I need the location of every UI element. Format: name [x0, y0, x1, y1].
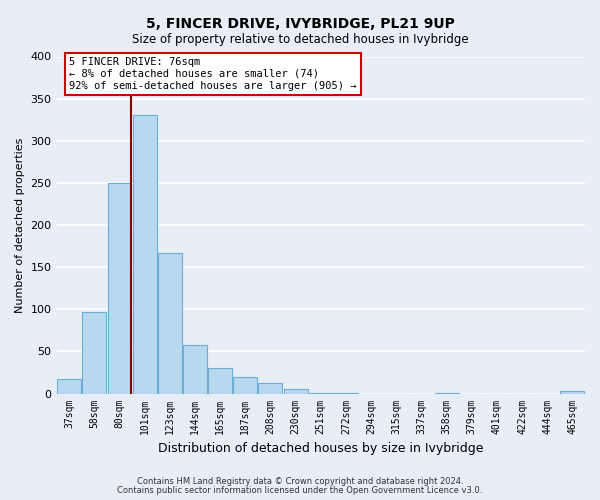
X-axis label: Distribution of detached houses by size in Ivybridge: Distribution of detached houses by size …: [158, 442, 484, 455]
Text: 5, FINCER DRIVE, IVYBRIDGE, PL21 9UP: 5, FINCER DRIVE, IVYBRIDGE, PL21 9UP: [146, 18, 454, 32]
Text: Contains public sector information licensed under the Open Government Licence v3: Contains public sector information licen…: [118, 486, 482, 495]
Bar: [57, 379, 81, 394]
Bar: [560, 391, 584, 394]
Bar: [183, 344, 207, 394]
Bar: [107, 183, 131, 394]
Text: Size of property relative to detached houses in Ivybridge: Size of property relative to detached ho…: [131, 32, 469, 46]
Bar: [259, 382, 283, 394]
Bar: [82, 312, 106, 394]
Bar: [434, 392, 458, 394]
Text: 5 FINCER DRIVE: 76sqm
← 8% of detached houses are smaller (74)
92% of semi-detac: 5 FINCER DRIVE: 76sqm ← 8% of detached h…: [70, 58, 357, 90]
Bar: [158, 253, 182, 394]
Bar: [233, 376, 257, 394]
Bar: [208, 368, 232, 394]
Bar: [334, 392, 358, 394]
Y-axis label: Number of detached properties: Number of detached properties: [15, 138, 25, 312]
Bar: [284, 390, 308, 394]
Bar: [133, 116, 157, 394]
Bar: [309, 392, 333, 394]
Text: Contains HM Land Registry data © Crown copyright and database right 2024.: Contains HM Land Registry data © Crown c…: [137, 477, 463, 486]
